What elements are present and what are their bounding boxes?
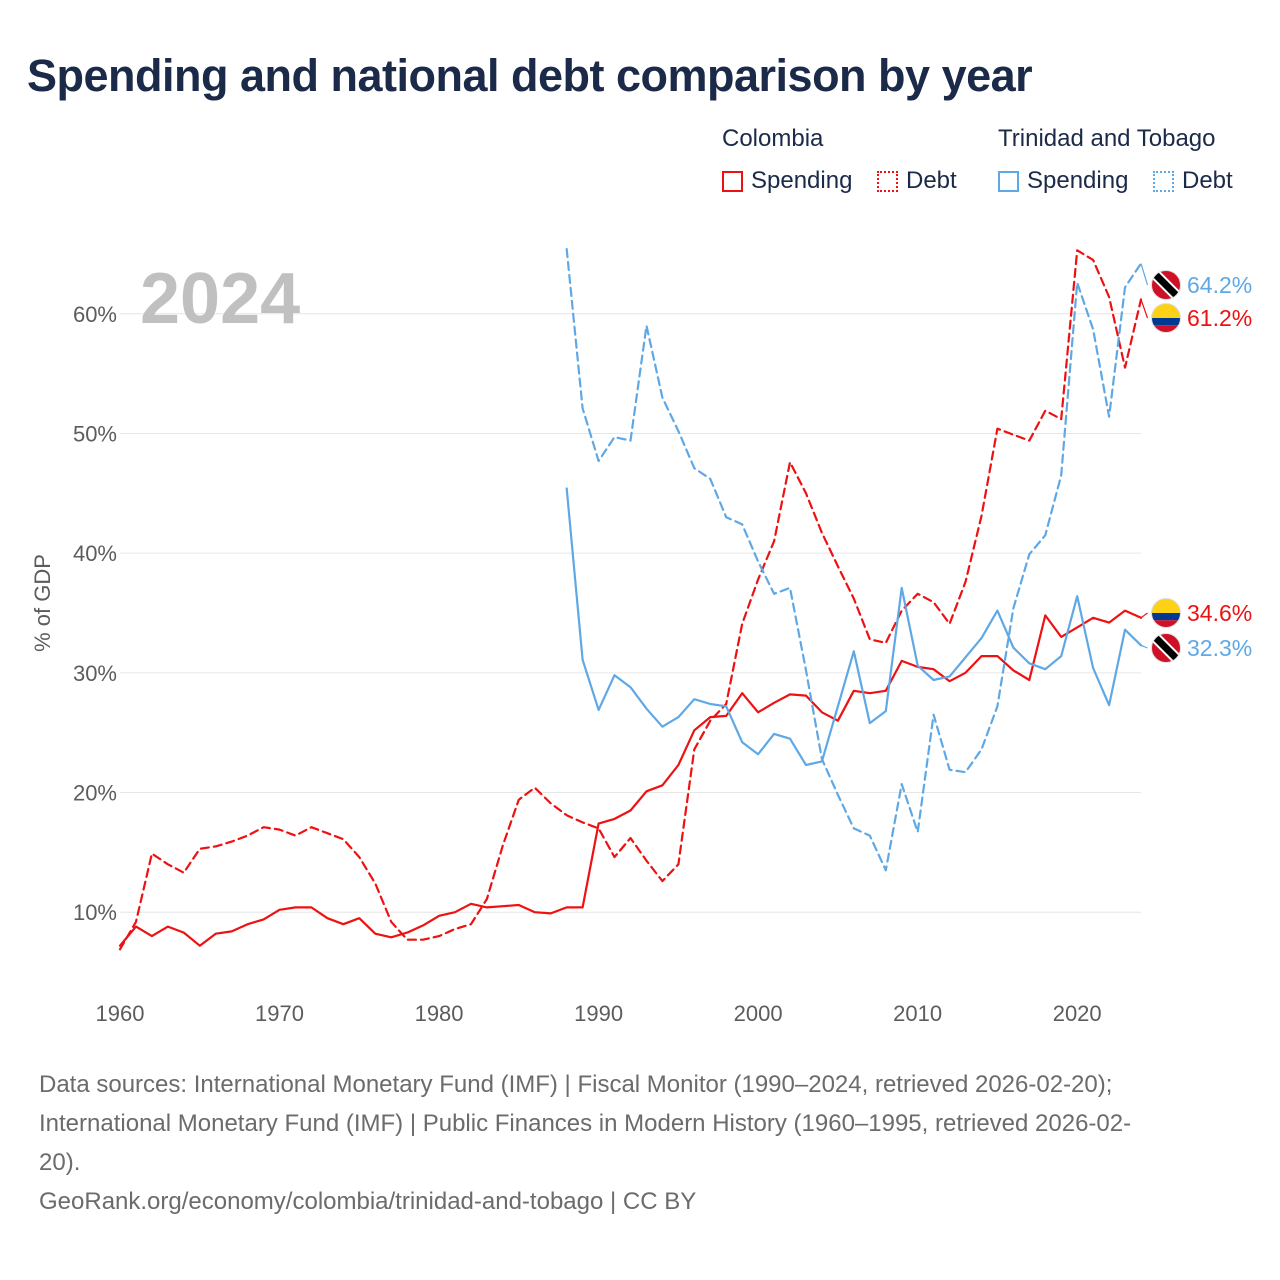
x-tick-label: 2000 xyxy=(734,1001,783,1026)
end-value-label: 34.6% xyxy=(1187,600,1252,626)
legend-title-trinidad: Trinidad and Tobago xyxy=(998,125,1216,152)
legend-title-colombia: Colombia xyxy=(722,125,824,152)
legend-item-colombia-spending[interactable]: Spending xyxy=(722,166,852,196)
end-label-connector xyxy=(1140,263,1149,286)
x-tick-label: 2010 xyxy=(893,1001,942,1026)
series-line-colombia-spending[interactable] xyxy=(118,609,1143,947)
y-tick-label: 50% xyxy=(73,421,117,446)
page-title: Spending and national debt comparison by… xyxy=(27,50,1033,101)
x-tick-label: 2020 xyxy=(1053,1001,1102,1026)
legend-swatch-dotted xyxy=(877,170,898,192)
footer-sources-line3: 20). xyxy=(39,1149,81,1176)
end-value-label: 64.2% xyxy=(1187,272,1252,298)
trinidad-flag-icon xyxy=(1151,633,1181,663)
series-line-trinidad-and-tobago-spending[interactable] xyxy=(565,487,1143,767)
end-label-connector xyxy=(1140,299,1149,319)
colombia-flag-icon xyxy=(1151,598,1181,628)
trinidad-flag-icon xyxy=(1151,270,1181,300)
end-label-connector xyxy=(1140,612,1148,619)
y-axis-label: % of GDP xyxy=(30,554,55,652)
footer-sources: Data sources: International Monetary Fun… xyxy=(39,1065,1239,1182)
flag-border xyxy=(1151,633,1181,663)
legend-swatch-solid xyxy=(722,170,743,192)
colombia-flag-icon xyxy=(1151,303,1181,333)
legend-item-trinidad-spending[interactable]: Spending xyxy=(998,166,1128,196)
end-label-connector xyxy=(1140,644,1148,649)
legend-swatch-solid xyxy=(998,170,1019,192)
y-tick-label: 10% xyxy=(73,900,117,925)
x-tick-label: 1990 xyxy=(574,1001,623,1026)
legend-item-colombia-debt[interactable]: Debt xyxy=(877,166,957,196)
flag-border xyxy=(1151,270,1181,300)
legend-label: Debt xyxy=(906,167,957,194)
y-tick-label: 40% xyxy=(73,541,117,566)
line-chart: 10% 20% 30% 40% 50% 60% 1960 1970 1980 1990 2000 20… xyxy=(30,248,1252,1026)
y-tick-label: 20% xyxy=(73,781,117,806)
footer-credit: GeoRank.org/economy/colombia/trinidad-an… xyxy=(39,1188,697,1215)
y-tick-label: 60% xyxy=(73,302,117,327)
flag-border xyxy=(1151,598,1181,628)
x-tick-label: 1960 xyxy=(96,1001,145,1026)
x-tick-label: 1970 xyxy=(255,1001,304,1026)
legend-label: Spending xyxy=(751,167,853,194)
footer-sources-line2: International Monetary Fund (IMF) | Publ… xyxy=(39,1110,1132,1137)
end-value-label: 61.2% xyxy=(1187,305,1252,331)
current-year-watermark: 2024 xyxy=(140,259,300,339)
legend-label: Spending xyxy=(1027,167,1129,194)
legend-item-trinidad-debt[interactable]: Debt xyxy=(1153,166,1233,196)
end-value-label: 32.3% xyxy=(1187,635,1252,661)
footer-sources-line1: Data sources: International Monetary Fun… xyxy=(39,1071,1113,1098)
flag-border xyxy=(1151,303,1181,333)
y-tick-label: 30% xyxy=(73,661,117,686)
x-tick-label: 1980 xyxy=(415,1001,464,1026)
series-line-trinidad-and-tobago-debt[interactable] xyxy=(565,248,1143,872)
legend-swatch-dotted xyxy=(1153,170,1174,192)
legend-label: Debt xyxy=(1182,167,1233,194)
series-line-colombia-debt[interactable] xyxy=(118,249,1143,951)
